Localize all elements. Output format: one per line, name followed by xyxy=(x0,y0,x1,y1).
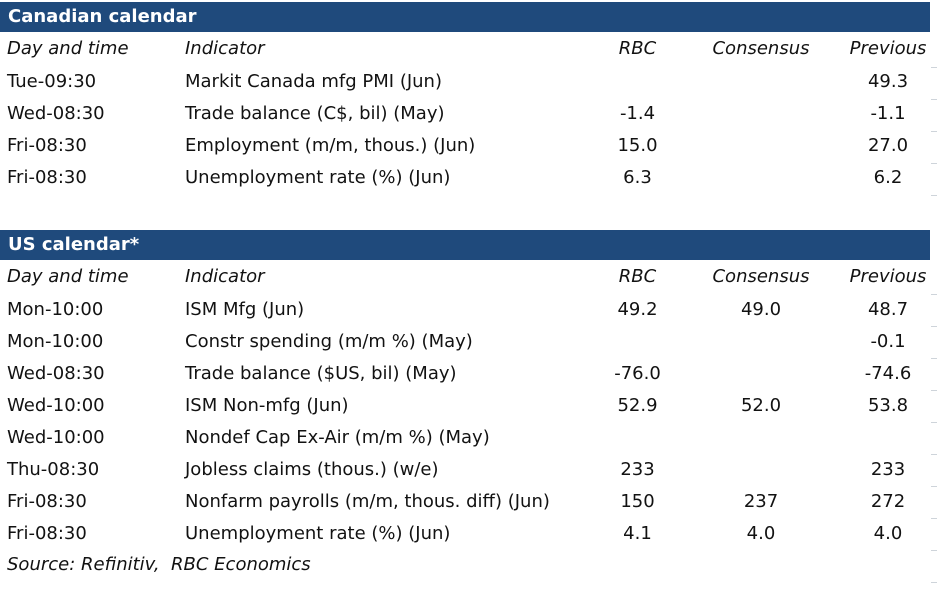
day-time-cell: Thu-08:30 xyxy=(7,458,100,480)
previous-value-cell: 272 xyxy=(870,490,906,512)
previous-value-cell: 27.0 xyxy=(867,134,909,156)
rbc-value-cell: 15.0 xyxy=(617,134,658,156)
consensus-value-cell xyxy=(700,161,822,193)
table-row: Tue-09:30 Markit Canada mfg PMI (Jun) 49… xyxy=(0,65,942,97)
column-header-indicator: Indicator xyxy=(185,38,265,59)
rbc-value-cell: 150 xyxy=(620,490,655,512)
table-row: Fri-08:30 Unemployment rate (%) (Jun) 4.… xyxy=(0,517,942,549)
consensus-value-cell xyxy=(700,357,822,389)
indicator-cell: Nonfarm payrolls (m/m, thous. diff) (Jun… xyxy=(185,490,550,512)
gridline-stubs-us xyxy=(931,294,937,584)
column-header-previous: Previous xyxy=(849,266,927,287)
consensus-value-cell: 52.0 xyxy=(740,394,782,416)
indicator-cell: Jobless claims (thous.) (w/e) xyxy=(185,458,439,480)
rbc-value-cell: 49.2 xyxy=(617,298,658,320)
table-row: Mon-10:00 ISM Mfg (Jun) 49.2 49.0 48.7 xyxy=(0,293,942,325)
consensus-value-cell xyxy=(700,453,822,485)
indicator-cell: Markit Canada mfg PMI (Jun) xyxy=(185,70,442,92)
previous-value-cell: 4.0 xyxy=(873,522,903,544)
column-header-day-and-time: Day and time xyxy=(7,38,129,59)
column-header-rbc: RBC xyxy=(618,38,657,59)
previous-value-cell: -1.1 xyxy=(870,102,906,124)
rbc-value-cell: -1.4 xyxy=(619,102,656,124)
indicator-cell: ISM Mfg (Jun) xyxy=(185,298,305,320)
us-calendar-title-bar: US calendar* xyxy=(0,230,930,260)
day-time-cell: Tue-09:30 xyxy=(7,70,97,92)
previous-value-cell: 48.7 xyxy=(867,298,909,320)
table-row: Thu-08:30 Jobless claims (thous.) (w/e) … xyxy=(0,453,942,485)
consensus-value-cell: 237 xyxy=(743,490,779,512)
day-time-cell: Fri-08:30 xyxy=(7,490,87,512)
canadian-calendar-title: Canadian calendar xyxy=(8,6,197,27)
rbc-value-cell xyxy=(575,421,700,453)
previous-value-cell: 53.8 xyxy=(867,394,909,416)
column-header-row: Day and time Indicator RBC Consensus Pre… xyxy=(0,32,942,65)
consensus-value-cell xyxy=(700,325,822,357)
rbc-value-cell: 4.1 xyxy=(623,522,652,544)
consensus-value-cell xyxy=(700,65,822,97)
us-calendar-section: US calendar* Day and time Indicator RBC … xyxy=(0,230,942,549)
consensus-value-cell xyxy=(700,97,822,129)
day-time-cell: Wed-08:30 xyxy=(7,102,105,124)
rbc-value-cell xyxy=(575,65,700,97)
rbc-value-cell: 52.9 xyxy=(617,394,658,416)
canadian-calendar-title-bar: Canadian calendar xyxy=(0,2,930,32)
previous-value-cell: 233 xyxy=(870,458,906,480)
table-row: Wed-08:30 Trade balance ($US, bil) (May)… xyxy=(0,357,942,389)
consensus-value-cell: 49.0 xyxy=(740,298,782,320)
day-time-cell: Mon-10:00 xyxy=(7,298,104,320)
column-header-consensus: Consensus xyxy=(712,38,810,59)
consensus-value-cell xyxy=(700,129,822,161)
indicator-cell: ISM Non-mfg (Jun) xyxy=(185,394,349,416)
table-row: Wed-10:00 ISM Non-mfg (Jun) 52.9 52.0 53… xyxy=(0,389,942,421)
previous-value-cell xyxy=(822,421,942,453)
previous-value-cell: -0.1 xyxy=(870,330,906,352)
day-time-cell: Wed-08:30 xyxy=(7,362,105,384)
column-header-rbc: RBC xyxy=(618,266,657,287)
column-header-row: Day and time Indicator RBC Consensus Pre… xyxy=(0,260,942,293)
previous-value-cell: 49.3 xyxy=(867,70,909,92)
day-time-cell: Wed-10:00 xyxy=(7,426,105,448)
indicator-cell: Employment (m/m, thous.) (Jun) xyxy=(185,134,476,156)
rbc-value-cell xyxy=(575,325,700,357)
previous-value-cell: -74.6 xyxy=(864,362,912,384)
day-time-cell: Mon-10:00 xyxy=(7,330,104,352)
day-time-cell: Wed-10:00 xyxy=(7,394,105,416)
table-row: Wed-08:30 Trade balance (C$, bil) (May) … xyxy=(0,97,942,129)
indicator-cell: Trade balance ($US, bil) (May) xyxy=(185,362,457,384)
gridline-stubs-canadian xyxy=(931,67,937,197)
indicator-cell: Unemployment rate (%) (Jun) xyxy=(185,522,451,544)
rbc-value-cell: 6.3 xyxy=(623,166,652,188)
consensus-value-cell xyxy=(700,421,822,453)
indicator-cell: Constr spending (m/m %) (May) xyxy=(185,330,473,352)
column-header-previous: Previous xyxy=(849,38,927,59)
canadian-calendar-table: Day and time Indicator RBC Consensus Pre… xyxy=(0,32,942,193)
table-row: Wed-10:00 Nondef Cap Ex-Air (m/m %) (May… xyxy=(0,421,942,453)
table-row: Fri-08:30 Nonfarm payrolls (m/m, thous. … xyxy=(0,485,942,517)
us-calendar-title: US calendar* xyxy=(8,234,140,255)
column-header-day-and-time: Day and time xyxy=(7,266,129,287)
rbc-value-cell: -76.0 xyxy=(614,362,661,384)
day-time-cell: Fri-08:30 xyxy=(7,166,87,188)
column-header-indicator: Indicator xyxy=(185,266,265,287)
source-note: Source: Refinitiv, RBC Economics xyxy=(7,554,311,575)
previous-value-cell: 6.2 xyxy=(873,166,903,188)
table-row: Fri-08:30 Employment (m/m, thous.) (Jun)… xyxy=(0,129,942,161)
indicator-cell: Nondef Cap Ex-Air (m/m %) (May) xyxy=(185,426,490,448)
day-time-cell: Fri-08:30 xyxy=(7,134,87,156)
canadian-calendar-section: Canadian calendar Day and time Indicator… xyxy=(0,2,942,193)
table-row: Fri-08:30 Unemployment rate (%) (Jun) 6.… xyxy=(0,161,942,193)
indicator-cell: Trade balance (C$, bil) (May) xyxy=(185,102,445,124)
indicator-cell: Unemployment rate (%) (Jun) xyxy=(185,166,451,188)
table-row: Mon-10:00 Constr spending (m/m %) (May) … xyxy=(0,325,942,357)
consensus-value-cell: 4.0 xyxy=(746,522,776,544)
us-calendar-table: Day and time Indicator RBC Consensus Pre… xyxy=(0,260,942,549)
column-header-consensus: Consensus xyxy=(712,266,810,287)
day-time-cell: Fri-08:30 xyxy=(7,522,87,544)
rbc-value-cell: 233 xyxy=(620,458,655,480)
